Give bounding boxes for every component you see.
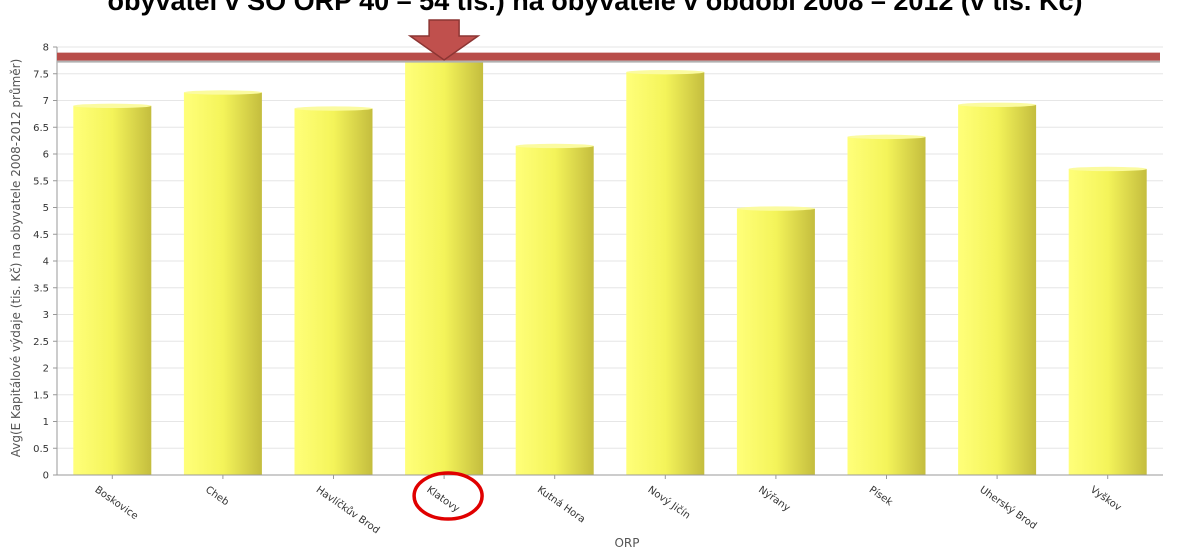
y-tick-label: 1 [43,417,49,428]
bar-top [958,102,1037,107]
y-tick-label: 7.5 [33,69,49,80]
bar-top [515,143,594,149]
y-tick-label: 5.5 [33,176,49,187]
bar [847,136,926,475]
bar [294,108,373,476]
bar [405,60,484,475]
y-tick-label: 6 [43,150,49,161]
y-tick-label: 8 [43,43,49,54]
x-axis-title: ORP [614,536,639,550]
x-category-labels: Boskovice Cheb Havlíčkův Brod Klatovy Kutná … [93,484,1124,537]
bar [1068,168,1147,476]
bar [183,92,262,475]
y-tick-label: 5 [43,203,49,214]
x-category-label: Klatovy [424,484,461,514]
x-category-label: Nýřany [756,484,792,514]
chart-title: obyvatel v SO ORP 40 – 54 tis.) na obyva… [107,0,1083,16]
reference-line-group [57,52,1160,63]
bar [73,105,152,475]
y-tick-label: 7 [43,96,49,107]
bar-top [1068,166,1147,172]
y-tick-label: 4 [43,257,49,268]
bar-top [183,90,262,95]
x-category-label: Písek [867,484,895,509]
y-axis-title: Avg(E Kapitálové výdaje (tis. Kč) na oby… [9,59,23,458]
bar [736,208,815,475]
bars [73,58,1147,479]
y-tick-label: 4.5 [33,230,49,241]
y-tick-label: 6.5 [33,123,49,134]
bar [515,145,594,475]
bar-top [626,69,705,75]
x-category-label: Kutná Hora [535,484,588,526]
x-category-label: Havlíčkův Brod [314,484,382,537]
x-category-label: Nový Jičín [646,484,693,522]
x-category-label: Cheb [203,484,230,508]
bar [958,104,1037,475]
axes [56,47,1163,476]
highlight-circle [412,471,484,521]
y-tick-label: 2.5 [33,337,49,348]
bar-top [294,106,373,111]
reference-line [57,52,1160,61]
bar [626,72,705,476]
y-tick-label: 1.5 [33,390,49,401]
bar-top [73,103,152,109]
y-tick-label: 0.5 [33,444,49,455]
bar-top [847,134,926,140]
y-tick-label: 2 [43,364,49,375]
y-tick-labels: 0 0.5 1 1.5 2 2.5 3 3.5 4 4.5 5 5.5 6 6.5 7 7.5 8 [33,43,49,482]
highlight-circle-group [412,471,484,521]
x-category-label: Boskovice [93,484,140,522]
y-tick-label: 3 [43,310,49,321]
bar-top [736,206,815,211]
arrow-down-icon [407,19,481,61]
x-category-label: Vyškov [1088,484,1124,514]
y-tick-label: 0 [43,471,49,482]
y-tick-label: 3.5 [33,283,49,294]
x-category-label: Uherský Brod [977,484,1039,532]
highlight-arrow-group [407,19,481,61]
